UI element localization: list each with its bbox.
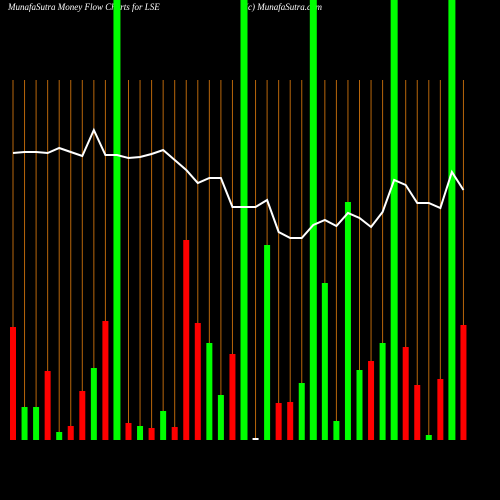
- bar: [171, 427, 178, 440]
- bar: [102, 321, 109, 440]
- bar: [460, 325, 467, 440]
- bar: [113, 0, 121, 440]
- bar: [137, 426, 144, 440]
- bar: [356, 370, 363, 440]
- money-flow-line: [12, 127, 465, 239]
- bar: [229, 354, 236, 440]
- bar: [206, 343, 213, 440]
- bar: [275, 403, 282, 440]
- bar: [368, 361, 375, 440]
- bar: [333, 421, 340, 440]
- bar: [44, 371, 51, 440]
- bar: [56, 432, 63, 440]
- credit: (c) MunafaSutra.com: [245, 2, 322, 12]
- bar: [125, 423, 132, 440]
- bar: [390, 0, 398, 440]
- bar: [287, 402, 294, 440]
- bar: [240, 0, 248, 440]
- bar: [79, 391, 86, 440]
- bar: [160, 411, 167, 440]
- bar: [183, 240, 190, 440]
- bar: [298, 383, 305, 440]
- bar: [321, 283, 328, 440]
- bar: [379, 343, 386, 440]
- bar: [194, 323, 201, 440]
- bar: [344, 202, 351, 440]
- bar: [448, 0, 456, 440]
- bar: [10, 327, 16, 440]
- bar: [90, 368, 97, 440]
- bar: [252, 438, 259, 440]
- bar: [148, 428, 155, 440]
- bar: [264, 245, 271, 440]
- bar: [67, 426, 74, 440]
- bar: [425, 435, 432, 440]
- bar: [437, 379, 444, 440]
- chart-title: MunafaSutra Money Flow Charts for LSE: [7, 2, 160, 12]
- bar: [33, 407, 40, 440]
- bar: [217, 395, 224, 440]
- bar: [414, 385, 421, 440]
- bar: [309, 0, 317, 440]
- bar: [21, 407, 28, 440]
- bar: [402, 347, 409, 440]
